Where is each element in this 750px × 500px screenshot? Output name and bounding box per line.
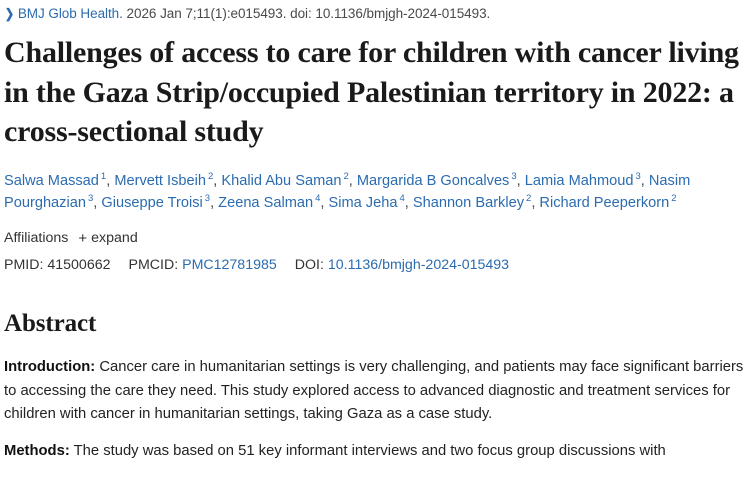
- affiliations-label: Affiliations: [4, 230, 69, 247]
- author-affiliation-ref[interactable]: 2: [207, 171, 214, 183]
- author-link[interactable]: Giuseppe Troisi: [101, 195, 203, 212]
- abstract-paragraph: Introduction: Cancer care in humanitaria…: [4, 356, 750, 426]
- plus-icon: +: [78, 229, 88, 247]
- affiliations-row: Affiliations + expand: [4, 230, 744, 246]
- pmid-label: PMID:: [4, 257, 44, 274]
- abstract-section-label: Introduction:: [4, 359, 96, 376]
- abstract-section-text: Cancer care in humanitarian settings is …: [4, 359, 744, 423]
- pmcid-link[interactable]: PMC12781985: [182, 257, 277, 274]
- abstract-section-text: The study was based on 51 key informant …: [69, 443, 666, 460]
- doi-label: DOI:: [294, 257, 324, 274]
- author-list: Salwa Massad 1, Mervett Isbeih 2, Khalid A…: [4, 171, 691, 212]
- pmid-group: PMID: 41500662: [4, 257, 111, 273]
- doi-link[interactable]: 10.1136/bmjgh-2024-015493: [327, 257, 510, 274]
- author-link[interactable]: Richard Peeperkorn: [539, 195, 670, 212]
- author-link[interactable]: Khalid Abu Saman: [221, 172, 342, 189]
- doi-group: DOI: 10.1136/bmjgh-2024-015493: [295, 257, 509, 273]
- pmid-value: 41500662: [47, 257, 111, 274]
- author-affiliation-ref[interactable]: 2: [343, 171, 349, 183]
- author-affiliation-ref[interactable]: 3: [204, 193, 211, 205]
- citation-line: ❯ BMJ Glob Health. 2026 Jan 7;11(1):e0154…: [4, 0, 744, 22]
- abstract-heading: Abstract: [4, 310, 97, 338]
- pmcid-label: PMCID:: [128, 257, 179, 274]
- author-item: Zeena Salman 4: [218, 193, 321, 212]
- author-item: Giuseppe Troisi 3: [101, 193, 211, 212]
- author-affiliation-ref[interactable]: 4: [315, 193, 321, 205]
- author-link[interactable]: Nasim Pourghazian: [4, 172, 691, 212]
- chevron-right-icon[interactable]: ❯: [4, 6, 15, 21]
- expand-label: expand: [91, 230, 138, 247]
- journal-link[interactable]: BMJ Glob Health.: [17, 6, 123, 21]
- author-item: Mervett Isbeih 2: [114, 171, 214, 189]
- author-item: Richard Peeperkorn 2: [539, 193, 677, 212]
- abstract-section-label: Methods:: [4, 443, 70, 460]
- author-affiliation-ref[interactable]: 3: [635, 171, 641, 183]
- expand-affiliations-button[interactable]: + expand: [78, 230, 137, 246]
- author-affiliation-ref[interactable]: 3: [511, 171, 517, 183]
- author-item: Lamia Mahmoud 3: [524, 171, 641, 189]
- author-item: Khalid Abu Saman 2: [221, 171, 349, 189]
- author-item: Margarida B Goncalves 3: [356, 171, 517, 189]
- author-item: Nasim Pourghazian 3: [4, 173, 690, 211]
- author-affiliation-ref[interactable]: 4: [399, 193, 405, 205]
- author-link[interactable]: Sima Jeha: [328, 195, 398, 212]
- author-affiliation-ref[interactable]: 2: [671, 193, 677, 205]
- abstract-paragraph: Methods: The study was based on 51 key i…: [4, 440, 750, 463]
- author-affiliation-ref[interactable]: 2: [526, 193, 532, 205]
- article-page: ❯ BMJ Glob Health. 2026 Jan 7;11(1):e0154…: [4, 0, 750, 464]
- author-affiliation-ref[interactable]: 1: [100, 171, 107, 183]
- author-affiliation-ref[interactable]: 3: [87, 193, 94, 205]
- author-link[interactable]: Shannon Barkley: [412, 195, 525, 212]
- page-title: Challenges of access to care for childre…: [4, 36, 739, 149]
- author-link[interactable]: Lamia Mahmoud: [524, 172, 634, 189]
- author-item: Salwa Massad 1: [4, 171, 107, 189]
- citation-details: 2026 Jan 7;11(1):e015493. doi: 10.1136/b…: [122, 6, 491, 21]
- author-link[interactable]: Zeena Salman: [218, 195, 314, 212]
- author-item: Shannon Barkley 2: [412, 193, 532, 212]
- identifier-row: PMID: 41500662 PMCID: PMC12781985 DOI: 10.…: [4, 257, 744, 273]
- author-link[interactable]: Mervett Isbeih: [114, 172, 206, 189]
- abstract-body: Introduction: Cancer care in humanitaria…: [4, 356, 750, 464]
- pmcid-group: PMCID: PMC12781985: [129, 257, 277, 273]
- author-item: Sima Jeha 4: [328, 193, 405, 212]
- author-link[interactable]: Salwa Massad: [4, 172, 99, 189]
- author-link[interactable]: Margarida B Goncalves: [356, 172, 510, 189]
